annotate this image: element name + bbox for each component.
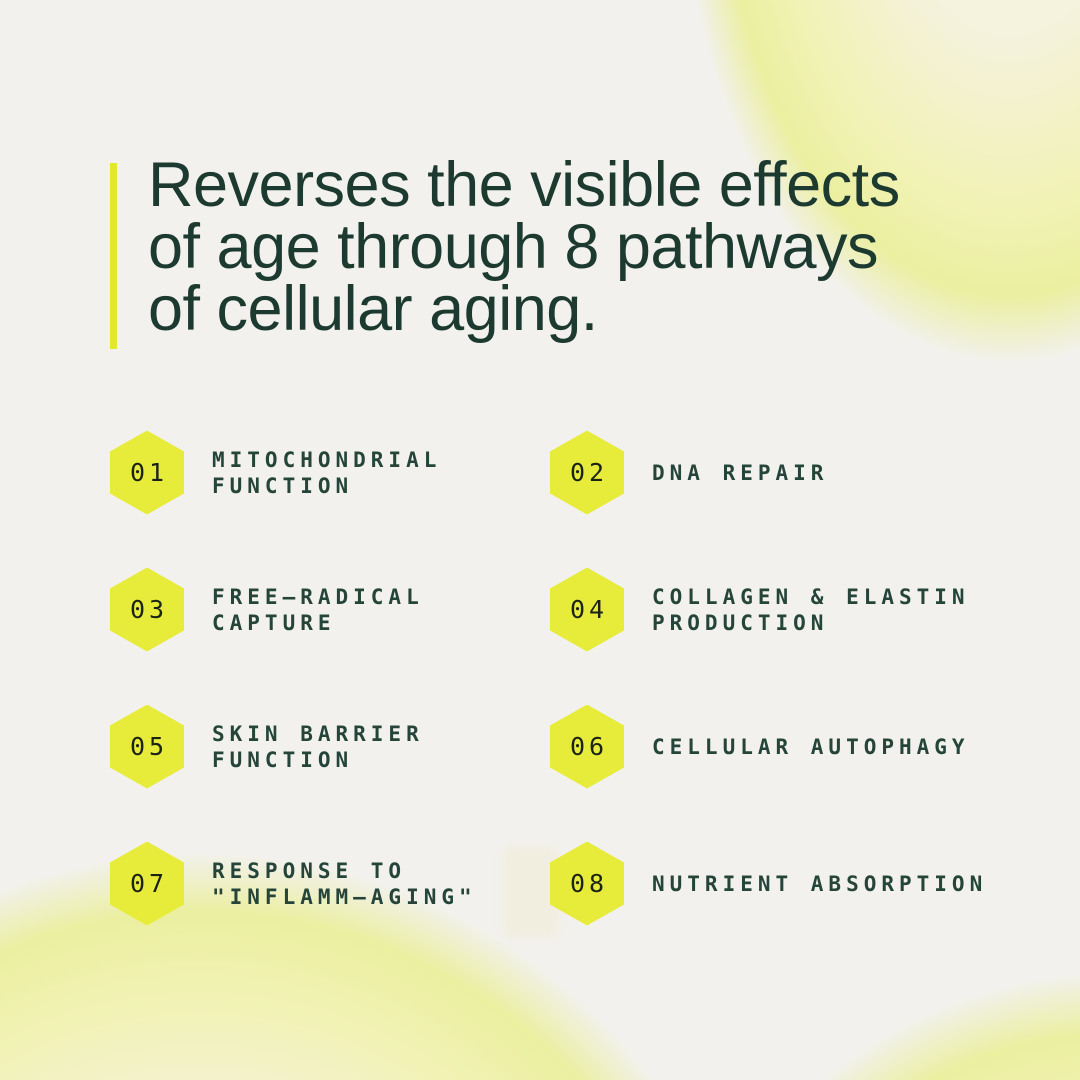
pathway-item-06: 06 CELLULAR AUTOPHAGY (550, 678, 990, 815)
pathway-number: 04 (569, 595, 609, 624)
headline: Reverses the visible effects of age thro… (148, 150, 900, 344)
pathway-item-07: 07 RESPONSE TO "INFLAMM–AGING" (110, 815, 550, 952)
pathways-grid: 01 MITOCHONDRIAL FUNCTION 02 DNA REPAIR … (110, 404, 1010, 952)
hexagon-badge: 06 (550, 704, 624, 789)
pathway-number: 05 (129, 732, 169, 761)
pathway-number: 07 (129, 869, 169, 898)
pathway-item-05: 05 SKIN BARRIER FUNCTION (110, 678, 550, 815)
pathway-label: DNA REPAIR (652, 460, 829, 485)
hexagon-badge: 08 (550, 841, 624, 926)
pathway-label: RESPONSE TO "INFLAMM–AGING" (212, 858, 477, 909)
hexagon-badge: 03 (110, 567, 184, 652)
pathway-item-04: 04 COLLAGEN & ELASTIN PRODUCTION (550, 541, 990, 678)
pathway-number: 06 (569, 732, 609, 761)
pathway-number: 08 (569, 869, 609, 898)
hexagon-badge: 01 (110, 430, 184, 515)
pathway-label: FREE–RADICAL CAPTURE (212, 584, 424, 635)
background-soft-highlight (503, 846, 559, 938)
headline-line-2: of age through 8 pathways (148, 212, 879, 282)
pathway-number: 01 (129, 458, 169, 487)
hexagon-badge: 07 (110, 841, 184, 926)
pathway-label: NUTRIENT ABSORPTION (652, 871, 988, 896)
pathway-label: MITOCHONDRIAL FUNCTION (212, 447, 442, 498)
accent-bar (110, 163, 117, 349)
pathway-item-02: 02 DNA REPAIR (550, 404, 990, 541)
pathway-item-03: 03 FREE–RADICAL CAPTURE (110, 541, 550, 678)
headline-line-3: of cellular aging. (148, 274, 598, 344)
pathway-label: SKIN BARRIER FUNCTION (212, 721, 424, 772)
pathway-label: CELLULAR AUTOPHAGY (652, 734, 970, 759)
pathway-item-01: 01 MITOCHONDRIAL FUNCTION (110, 404, 550, 541)
pathway-label: COLLAGEN & ELASTIN PRODUCTION (652, 584, 970, 635)
pathway-number: 03 (129, 595, 169, 624)
pathway-number: 02 (569, 458, 609, 487)
hexagon-badge: 02 (550, 430, 624, 515)
hexagon-badge: 04 (550, 567, 624, 652)
headline-line-1: Reverses the visible effects (148, 150, 900, 220)
hexagon-badge: 05 (110, 704, 184, 789)
pathway-item-08: 08 NUTRIENT ABSORPTION (550, 815, 990, 952)
